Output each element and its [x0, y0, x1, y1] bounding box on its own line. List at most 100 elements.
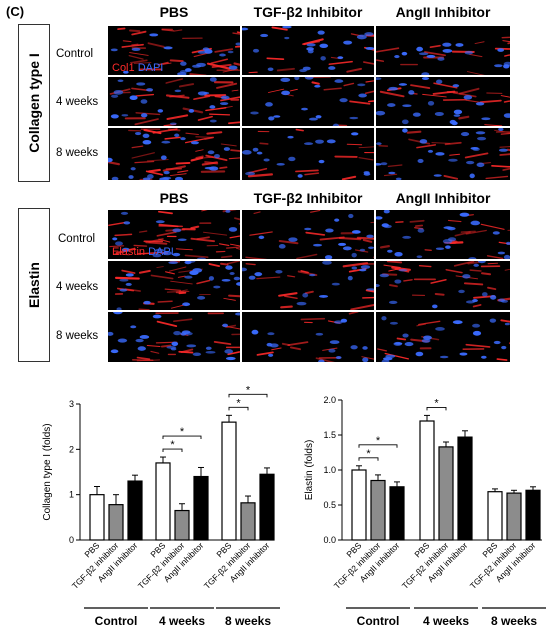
micrograph-texture — [110, 27, 240, 75]
bar — [457, 436, 473, 541]
y-axis-label: Collagen type I (folds) — [42, 423, 53, 520]
bar — [89, 494, 105, 541]
column-header-pbs: PBS — [159, 4, 189, 20]
micrograph-collagen-control-tgf — [242, 26, 374, 75]
bar — [351, 469, 367, 541]
micrograph-elastin-8w-angii — [376, 312, 510, 362]
micrograph-collagen-8w-angii — [376, 128, 510, 180]
micrograph-texture — [114, 261, 240, 310]
row-label-4-weeks-2: 4 weeks — [56, 281, 99, 293]
micrograph-collagen-8w-pbs — [108, 128, 240, 180]
section-title-box-elastin: Elastin — [18, 208, 50, 362]
micrograph-texture — [376, 210, 510, 259]
significance-bracket — [358, 444, 398, 448]
bar — [525, 489, 541, 541]
micrograph-elastin-4w-pbs — [108, 261, 240, 310]
micrograph-texture — [251, 312, 374, 362]
significance-marker: * — [170, 439, 175, 451]
micrograph-elastin-control-pbs — [108, 210, 240, 259]
bar — [389, 486, 405, 541]
section-title-elastin: Elastin — [26, 262, 42, 308]
column-header-pbs-2: PBS — [159, 190, 189, 206]
micrograph-texture — [376, 261, 510, 309]
stain-marker-col1: Col1 — [112, 62, 135, 74]
significance-bracket — [426, 406, 447, 411]
micrograph-collagen-control-angii — [376, 26, 510, 75]
group-label: Control — [357, 614, 400, 628]
y-tick-label: 1.0 — [323, 465, 336, 475]
micrograph-elastin-4w-angii — [376, 261, 510, 310]
significance-marker: * — [246, 384, 251, 396]
group-label: 4 weeks — [159, 614, 205, 628]
panel-label: (C) — [6, 4, 25, 19]
bar — [155, 462, 171, 541]
stain-counter-dapi: DAPI — [137, 62, 164, 74]
y-tick-label: 2 — [69, 444, 74, 454]
significance-bracket — [162, 435, 202, 440]
group-label: 4 weeks — [423, 614, 469, 628]
stain-legend-collagen: Col1 DAPI — [112, 62, 163, 74]
micrograph-texture — [250, 77, 374, 126]
micrograph-texture — [242, 128, 374, 180]
significance-marker: * — [236, 397, 241, 409]
significance-bracket — [228, 406, 249, 411]
micrograph-collagen-4w-pbs — [108, 77, 240, 126]
stain-legend-elastin: Elastin DAPI — [112, 246, 174, 258]
column-header-angii: AngII Inhibitor — [395, 4, 491, 20]
bar — [419, 420, 435, 541]
micrograph-elastin-8w-pbs — [108, 312, 240, 362]
stain-marker-elastin: Elastin — [112, 246, 146, 258]
micrograph-texture — [376, 36, 510, 75]
bar — [174, 509, 190, 541]
bar — [506, 492, 522, 541]
section-title-box-collagen: Collagen type I — [18, 24, 50, 182]
column-header-tgf: TGF-β2 Inhibitor — [253, 4, 363, 20]
y-tick-label: 3 — [69, 399, 74, 409]
row-label-control: Control — [56, 48, 94, 60]
stain-counter-dapi-2: DAPI — [148, 246, 174, 258]
micrograph-texture — [377, 316, 510, 362]
micrograph-texture — [242, 261, 374, 310]
micrograph-elastin-control-tgf — [242, 210, 374, 259]
row-label-8-weeks-2: 8 weeks — [56, 330, 99, 342]
micrograph-elastin-8w-tgf — [242, 312, 374, 362]
row-label-4-weeks: 4 weeks — [56, 96, 99, 108]
micrograph-collagen-4w-angii — [376, 77, 510, 126]
y-tick-label: 1.5 — [323, 430, 336, 440]
significance-bracket — [162, 448, 183, 453]
micrograph-texture — [245, 210, 374, 259]
section-title-collagen: Collagen type I — [26, 53, 42, 153]
bar — [127, 480, 143, 541]
bar — [240, 502, 256, 541]
bar — [438, 446, 454, 541]
micrograph-texture — [376, 128, 510, 180]
y-axis-label: Elastin (folds) — [304, 440, 315, 501]
micrograph-collagen-control-pbs — [108, 26, 240, 75]
micrograph-collagen-8w-tgf — [242, 128, 374, 180]
bar — [193, 475, 209, 541]
row-label-control-2: Control — [58, 233, 96, 245]
bar — [370, 479, 386, 541]
column-header-tgf-2: TGF-β2 Inhibitor — [253, 190, 363, 206]
micrograph-texture — [108, 210, 240, 259]
significance-marker: * — [434, 397, 439, 409]
y-tick-label: 1 — [69, 490, 74, 500]
micrograph-texture — [109, 77, 240, 126]
y-tick-label: 2.0 — [323, 395, 336, 405]
group-label: Control — [95, 614, 138, 628]
bar — [259, 473, 275, 541]
significance-bracket — [358, 457, 379, 461]
micrograph-texture — [108, 312, 240, 362]
significance-marker: * — [180, 426, 185, 438]
significance-marker: * — [376, 435, 381, 447]
significance-marker: * — [366, 448, 371, 460]
micrograph-texture — [376, 77, 510, 126]
micrograph-collagen-4w-tgf — [242, 77, 374, 126]
significance-bracket — [228, 393, 268, 398]
row-label-8-weeks: 8 weeks — [56, 147, 99, 159]
y-tick-label: 0.0 — [323, 535, 336, 545]
group-label: 8 weeks — [225, 614, 271, 628]
micrograph-elastin-control-angii — [376, 210, 510, 259]
